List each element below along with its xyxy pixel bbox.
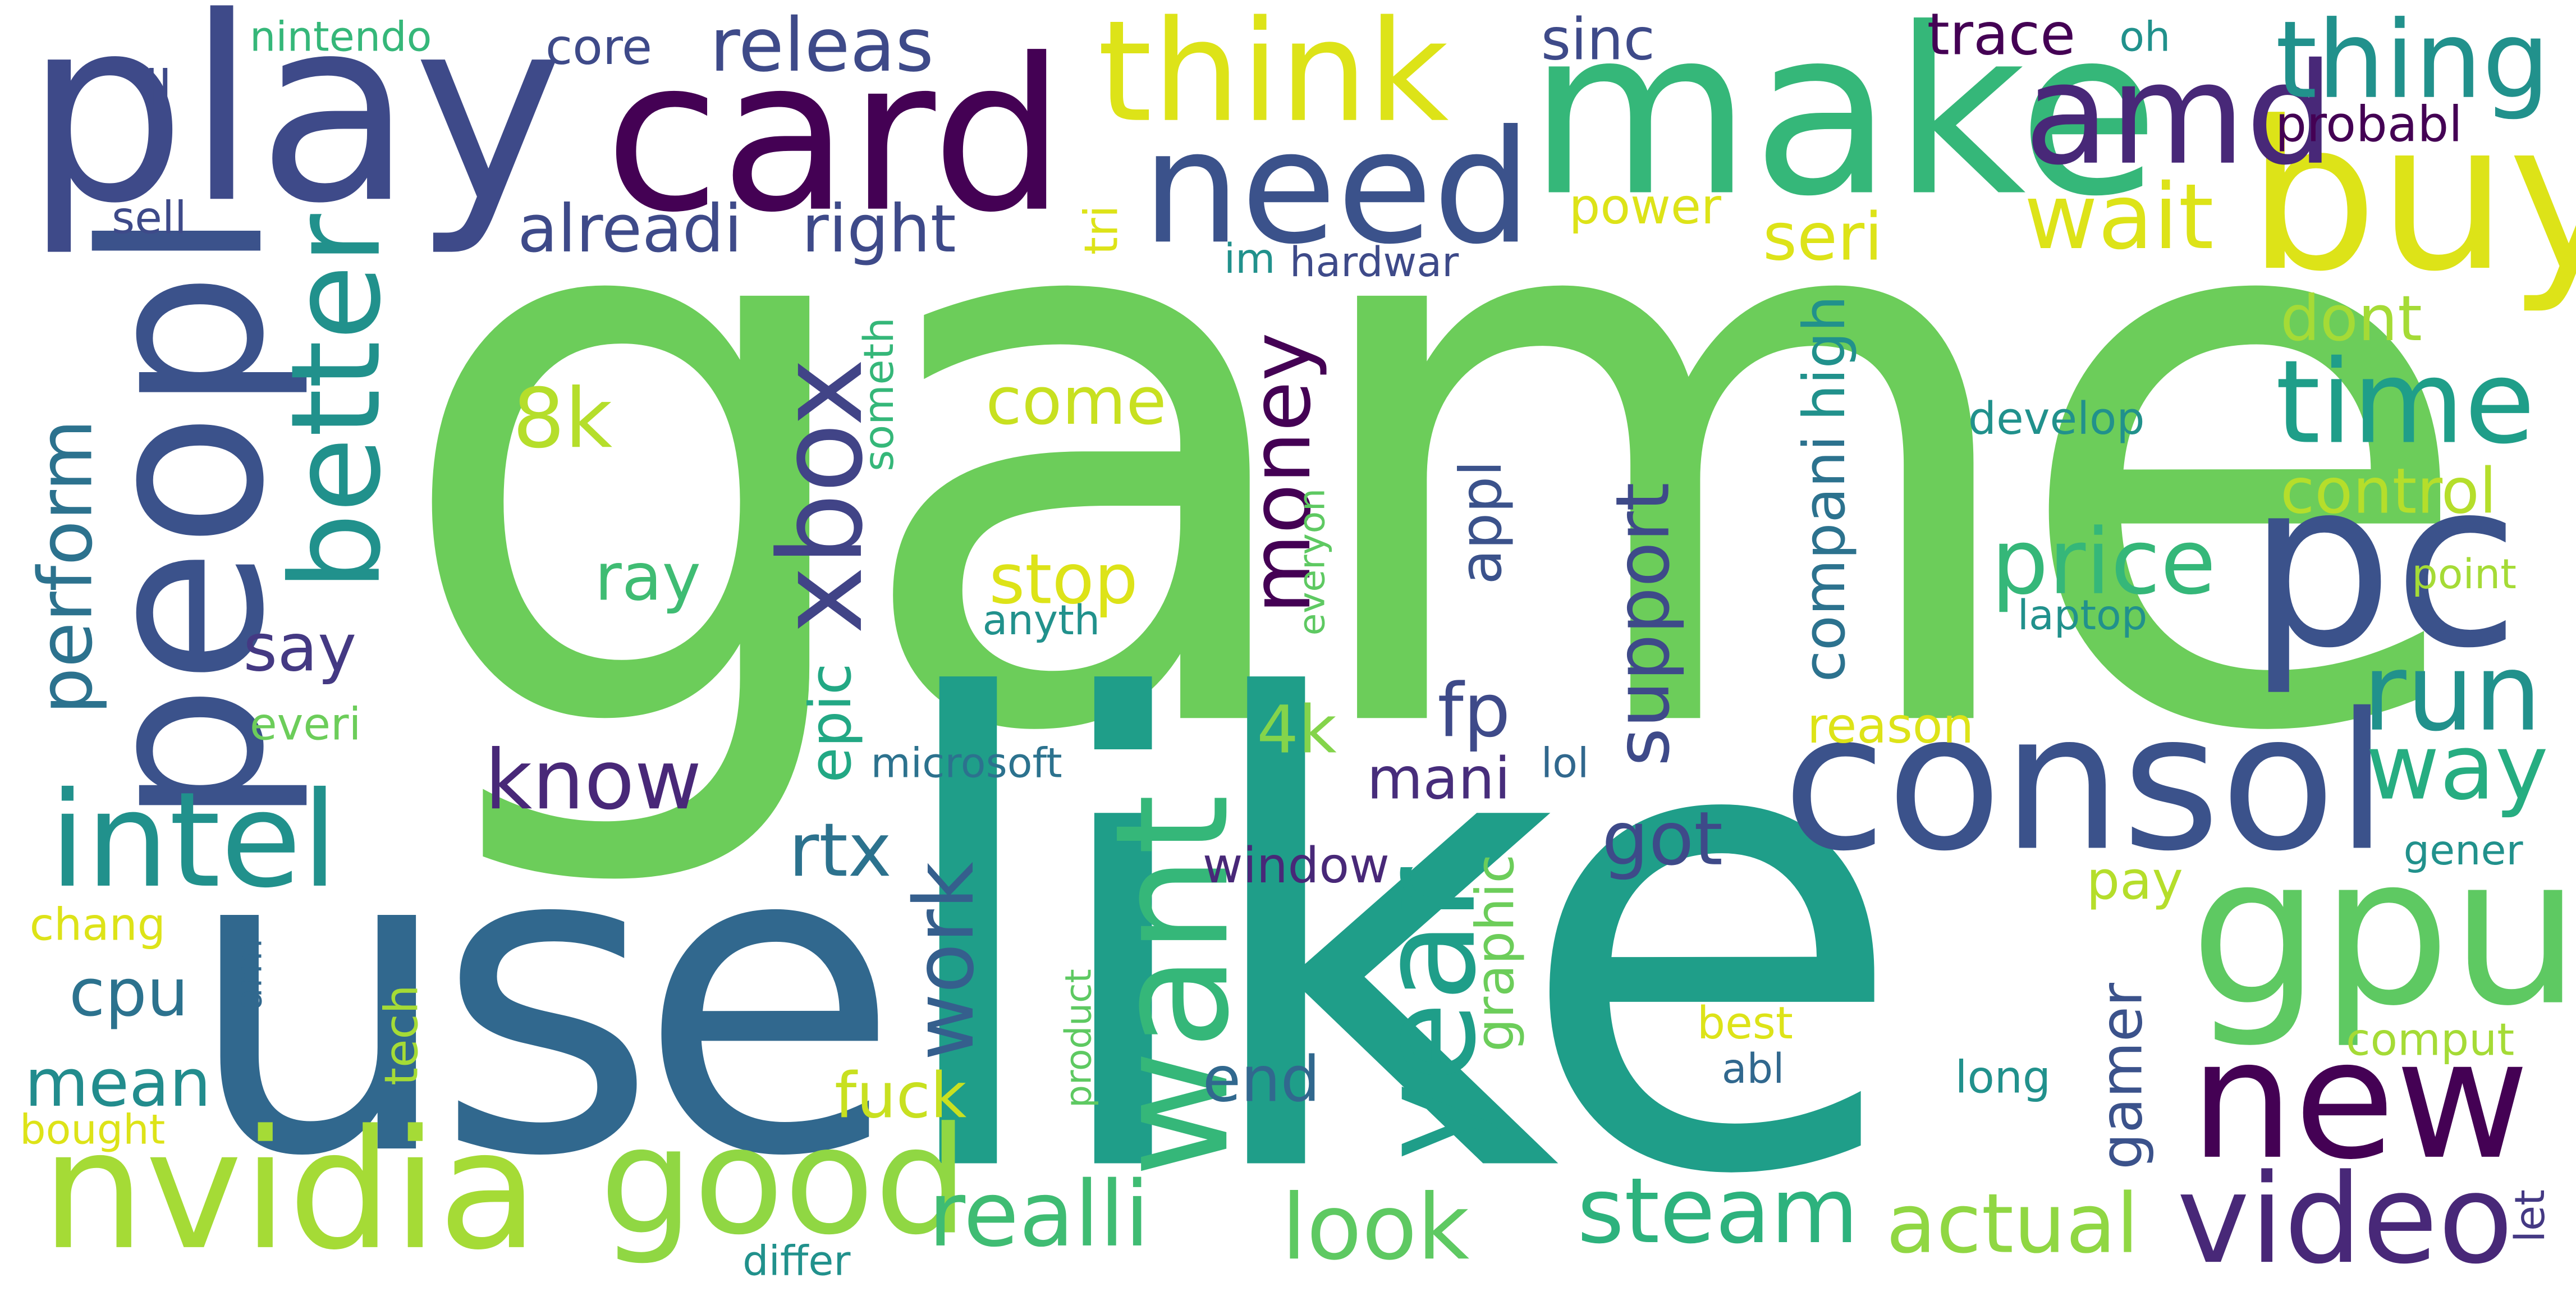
word-releas: releas <box>709 1 934 89</box>
word-epic: epic <box>799 663 865 783</box>
word-comput: comput <box>2346 1015 2515 1066</box>
word-microsoft: microsoft <box>870 739 1062 787</box>
word-oh: oh <box>2119 13 2171 61</box>
word-run: run <box>2362 633 2542 756</box>
word-seri: seri <box>1762 200 1883 276</box>
word-intel: intel <box>49 764 338 917</box>
word-sell: sell <box>112 194 187 245</box>
word-laptop: laptop <box>2017 591 2148 639</box>
word-alreadi: alreadi <box>517 192 742 268</box>
word-window: window <box>1202 837 1390 896</box>
word-way: way <box>2366 715 2549 820</box>
word-game: game <box>389 1 2482 901</box>
word-gener: gener <box>2403 826 2523 874</box>
word-tri: tri <box>1074 205 1129 255</box>
word-anyth: anyth <box>982 596 1101 644</box>
word-let: let <box>2506 1189 2554 1243</box>
word-look: look <box>1281 1175 1470 1280</box>
word-8k: 8k <box>512 371 613 467</box>
word-graphic: graphic <box>1464 854 1527 1052</box>
word-lol: lol <box>1541 739 1589 787</box>
word-best: best <box>1697 999 1793 1050</box>
word-compani: compani <box>1793 435 1859 683</box>
word-dont: dont <box>2280 282 2422 355</box>
word-fuck: fuck <box>835 1060 967 1132</box>
word-ll: ll <box>144 61 172 118</box>
word-gpu: gpu <box>2190 813 2576 1052</box>
word-thing: thing <box>2275 0 2550 123</box>
word-good: good <box>599 1096 969 1269</box>
word-arm: arm <box>230 938 272 1010</box>
word-price: price <box>1991 509 2216 615</box>
word-develop: develop <box>1968 394 2145 446</box>
word-realli: realli <box>928 1161 1150 1267</box>
word-product: product <box>1060 969 1101 1108</box>
word-bought: bought <box>20 1106 166 1153</box>
word-right: right <box>801 192 956 268</box>
word-video: video <box>2176 1147 2514 1292</box>
word-power: power <box>1569 179 1722 237</box>
word-chang: chang <box>29 900 166 951</box>
word-know: know <box>484 732 702 828</box>
word-work: work <box>897 862 993 1061</box>
word-say: say <box>243 611 357 687</box>
word-consol: consol <box>1782 674 2389 894</box>
word-new: new <box>2190 1004 2530 1197</box>
word-mani: mani <box>1367 747 1511 814</box>
word-need: need <box>1142 98 1532 280</box>
word-use: use <box>184 754 901 1251</box>
word-play: play <box>24 0 564 260</box>
word-cpu: cpu <box>68 956 189 1032</box>
word-pay: pay <box>2086 849 2183 912</box>
word-appl: appl <box>1450 460 1516 585</box>
word-high: high <box>1793 295 1859 421</box>
word-gamer: gamer <box>2090 982 2157 1170</box>
word-like: like <box>879 568 1908 1305</box>
word-actual: actual <box>1886 1176 2139 1272</box>
word-someth: someth <box>855 317 903 471</box>
word-steam: steam <box>1577 1158 1859 1264</box>
word-hardwar: hardwar <box>1289 238 1459 286</box>
word-stop: stop <box>989 539 1138 620</box>
word-support: support <box>1599 482 1686 767</box>
word-everi: everi <box>249 700 361 751</box>
word-sinc: sinc <box>1541 8 1655 74</box>
word-nvidia: nvidia <box>41 1094 539 1287</box>
word-time: time <box>2275 335 2536 470</box>
word-abl: abl <box>1721 1045 1785 1093</box>
word-ray: ray <box>594 541 701 616</box>
word-got: got <box>1602 795 1724 882</box>
word-4k: 4k <box>1257 693 1337 769</box>
word-differ: differ <box>742 1237 851 1285</box>
word-card: card <box>604 15 1066 260</box>
word-end: end <box>1202 1043 1321 1116</box>
word-probabl: probabl <box>2275 97 2463 155</box>
word-come: come <box>986 364 1167 441</box>
word-point: point <box>2412 550 2517 598</box>
word-nintendo: nintendo <box>249 13 432 61</box>
word-trace: trace <box>1927 3 2076 69</box>
word-control: control <box>2280 455 2497 528</box>
word-rtx: rtx <box>789 807 892 894</box>
word-better: better <box>263 214 409 592</box>
word-fp: fp <box>1437 667 1511 754</box>
word-buy: buy <box>2247 79 2576 317</box>
word-tech: tech <box>374 985 429 1086</box>
word-think: think <box>1097 0 1449 155</box>
word-im: im <box>1223 235 1276 283</box>
word-pc: pc <box>2247 432 2520 700</box>
word-core: core <box>545 20 653 77</box>
word-long: long <box>1955 1053 2051 1105</box>
word-everyon: everyon <box>1292 488 1334 636</box>
word-perform: perform <box>22 419 109 715</box>
word-make: make <box>1528 0 2160 249</box>
word-amd: amd <box>2024 34 2335 198</box>
word-mean: mean <box>24 1046 211 1123</box>
word-wait: wait <box>2024 164 2214 270</box>
word-reason: reason <box>1807 698 1974 756</box>
